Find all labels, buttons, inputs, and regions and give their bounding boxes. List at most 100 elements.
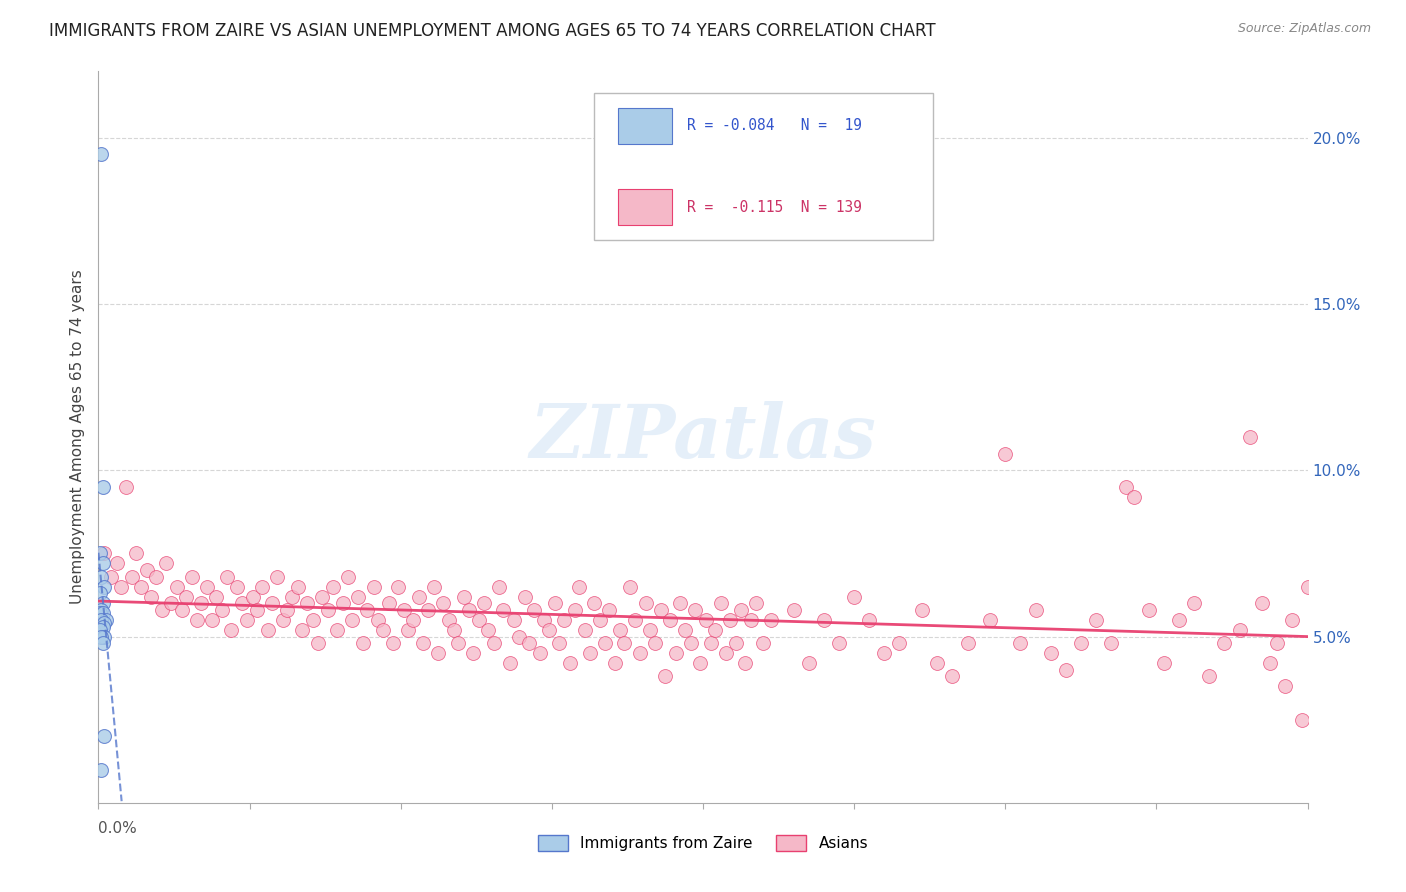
Point bbox=[644, 636, 666, 650]
Point bbox=[121, 570, 143, 584]
Point bbox=[619, 580, 641, 594]
Point bbox=[488, 580, 510, 594]
Point bbox=[93, 546, 115, 560]
Point bbox=[564, 603, 586, 617]
Point bbox=[447, 636, 470, 650]
Point bbox=[1039, 646, 1062, 660]
Point bbox=[91, 596, 114, 610]
Point bbox=[1281, 613, 1303, 627]
Point bbox=[211, 603, 233, 617]
Point bbox=[1267, 636, 1289, 650]
Point bbox=[155, 557, 177, 571]
Point bbox=[271, 613, 294, 627]
Point bbox=[256, 623, 278, 637]
Point bbox=[89, 623, 111, 637]
Point bbox=[443, 623, 465, 637]
Point bbox=[402, 613, 425, 627]
FancyBboxPatch shape bbox=[619, 108, 672, 144]
Text: R =  -0.115  N = 139: R = -0.115 N = 139 bbox=[688, 200, 862, 215]
Point bbox=[593, 636, 616, 650]
Point bbox=[628, 646, 651, 660]
Point bbox=[710, 596, 733, 610]
Text: 0.0%: 0.0% bbox=[98, 821, 138, 836]
Text: Source: ZipAtlas.com: Source: ZipAtlas.com bbox=[1237, 22, 1371, 36]
Point bbox=[609, 623, 631, 637]
Point bbox=[166, 580, 188, 594]
Point bbox=[537, 623, 560, 637]
Point bbox=[759, 613, 782, 627]
Point bbox=[90, 603, 112, 617]
Point bbox=[725, 636, 748, 650]
Point bbox=[352, 636, 374, 650]
Point bbox=[1213, 636, 1236, 650]
Point bbox=[689, 656, 711, 670]
Point bbox=[484, 636, 506, 650]
Point bbox=[150, 603, 173, 617]
Point bbox=[89, 546, 111, 560]
Point bbox=[544, 596, 567, 610]
Point bbox=[302, 613, 325, 627]
Point bbox=[1153, 656, 1175, 670]
Point bbox=[90, 763, 112, 777]
Point bbox=[371, 623, 394, 637]
Point bbox=[412, 636, 434, 650]
Point bbox=[468, 613, 491, 627]
Point bbox=[558, 656, 581, 670]
Point bbox=[125, 546, 148, 560]
Point bbox=[392, 603, 415, 617]
Point bbox=[181, 570, 204, 584]
Point bbox=[276, 603, 298, 617]
Point bbox=[638, 623, 661, 637]
Point bbox=[745, 596, 768, 610]
Point bbox=[205, 590, 228, 604]
Point bbox=[673, 623, 696, 637]
FancyBboxPatch shape bbox=[619, 189, 672, 225]
Point bbox=[387, 580, 409, 594]
Point bbox=[730, 603, 752, 617]
Point bbox=[508, 630, 530, 644]
Point bbox=[1099, 636, 1122, 650]
Point bbox=[574, 623, 596, 637]
Point bbox=[1239, 430, 1261, 444]
Y-axis label: Unemployment Among Ages 65 to 74 years: Unemployment Among Ages 65 to 74 years bbox=[70, 269, 86, 605]
Point bbox=[873, 646, 896, 660]
Point bbox=[844, 590, 866, 604]
Point bbox=[100, 570, 122, 584]
Point bbox=[145, 570, 167, 584]
Point bbox=[1010, 636, 1032, 650]
Point bbox=[281, 590, 304, 604]
Point bbox=[201, 613, 224, 627]
Point bbox=[311, 590, 333, 604]
Point bbox=[979, 613, 1001, 627]
Point bbox=[994, 447, 1017, 461]
Text: ZIPatlas: ZIPatlas bbox=[530, 401, 876, 474]
Point bbox=[956, 636, 979, 650]
Point bbox=[226, 580, 249, 594]
Point bbox=[94, 613, 117, 627]
Point bbox=[110, 580, 132, 594]
Point bbox=[548, 636, 571, 650]
Point bbox=[457, 603, 479, 617]
Point bbox=[1258, 656, 1281, 670]
Point bbox=[195, 580, 218, 594]
Point bbox=[472, 596, 495, 610]
Point bbox=[463, 646, 485, 660]
Point bbox=[423, 580, 446, 594]
Point bbox=[453, 590, 475, 604]
Point bbox=[699, 636, 721, 650]
Point bbox=[114, 480, 136, 494]
Point bbox=[624, 613, 647, 627]
Point bbox=[382, 636, 405, 650]
Point bbox=[1251, 596, 1274, 610]
Point bbox=[669, 596, 692, 610]
Point bbox=[170, 603, 193, 617]
Point bbox=[658, 613, 681, 627]
Point bbox=[679, 636, 702, 650]
Point bbox=[295, 596, 318, 610]
Point bbox=[90, 147, 112, 161]
Point bbox=[1122, 490, 1144, 504]
Point bbox=[1274, 680, 1296, 694]
Point bbox=[568, 580, 591, 594]
Point bbox=[704, 623, 727, 637]
Text: IMMIGRANTS FROM ZAIRE VS ASIAN UNEMPLOYMENT AMONG AGES 65 TO 74 YEARS CORRELATIO: IMMIGRANTS FROM ZAIRE VS ASIAN UNEMPLOYM… bbox=[49, 22, 936, 40]
